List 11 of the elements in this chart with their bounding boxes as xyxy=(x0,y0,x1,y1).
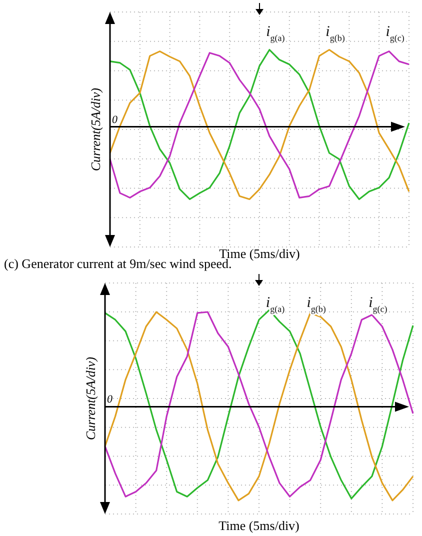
series-label: i$_{g(a)}$ xyxy=(266,24,285,43)
series-label: i$_{g(a)}$ xyxy=(266,295,285,314)
series-label: i$_{g(c)}$ xyxy=(386,24,404,43)
x-axis-title: Time (5ms/div) xyxy=(218,518,300,533)
annotation: 0 xyxy=(107,394,113,406)
series-label: i$_{g(b)}$ xyxy=(326,24,345,43)
y-axis-title: Current(5A/div) xyxy=(88,88,103,172)
series-label: i$_{g(b)}$ xyxy=(306,295,326,314)
annotation: 0 xyxy=(112,114,118,126)
series-label: i$_{g(c)}$ xyxy=(368,295,388,314)
y-axis-title: Current(5A/div) xyxy=(83,356,98,440)
